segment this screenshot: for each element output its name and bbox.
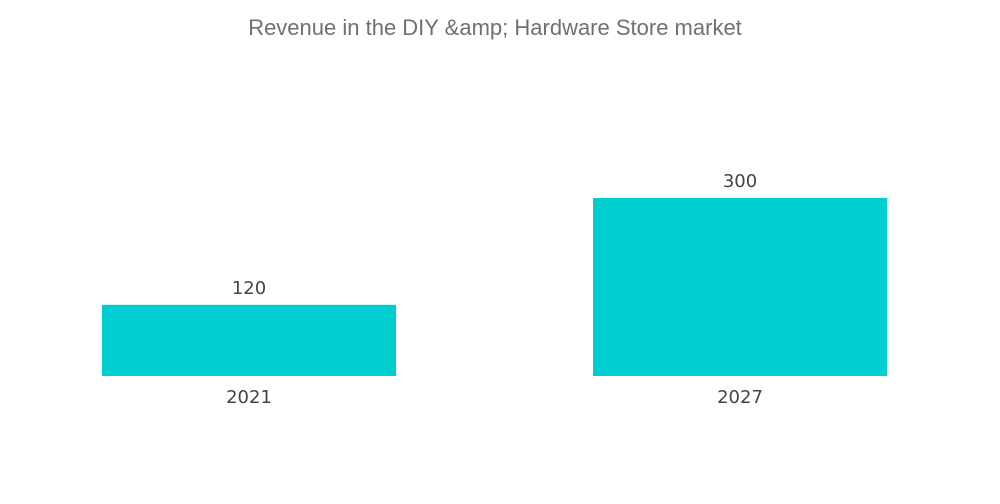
value-label-2027: 300 xyxy=(723,171,757,192)
bar-2021 xyxy=(102,304,396,376)
bars-layer xyxy=(102,198,887,376)
x-tick-label-2021: 2021 xyxy=(226,387,272,408)
bar-2027 xyxy=(593,198,887,376)
value-label-2021: 120 xyxy=(232,278,266,299)
labels-layer: 120 2021 300 2027 xyxy=(226,171,763,408)
chart-title: Revenue in the DIY &amp; Hardware Store … xyxy=(248,15,742,40)
x-tick-label-2027: 2027 xyxy=(717,387,763,408)
